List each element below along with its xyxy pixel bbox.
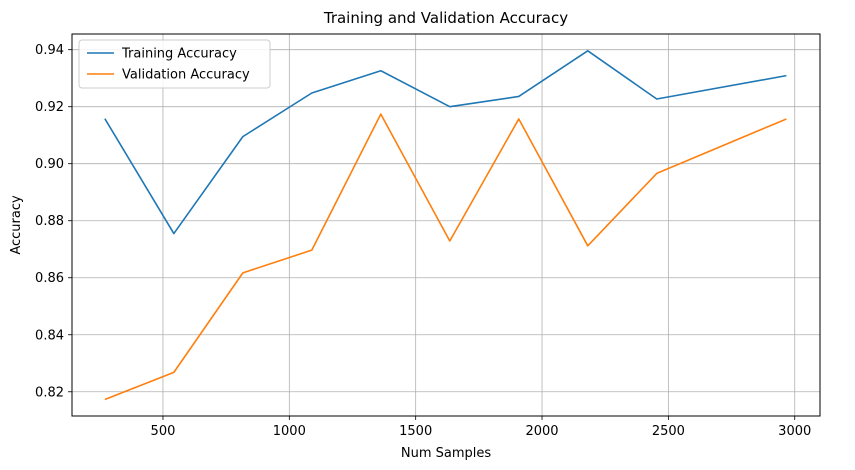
y-tick-label: 0.92 — [35, 100, 64, 115]
grid — [72, 34, 820, 416]
x-tick-label: 1500 — [399, 424, 432, 439]
legend-label: Validation Accuracy — [122, 68, 250, 83]
legend: Training Accuracy Validation Accuracy — [78, 39, 271, 89]
y-tick-label: 0.84 — [35, 328, 64, 343]
series — [104, 50, 787, 401]
x-tick-label: 2000 — [525, 424, 558, 439]
series-line-validation — [104, 113, 787, 401]
series-line-training — [104, 50, 787, 235]
x-tick-label: 2500 — [652, 424, 685, 439]
y-tick-label: 0.86 — [35, 271, 64, 286]
y-tick-label: 0.88 — [35, 214, 64, 229]
y-tick-label: 0.90 — [35, 157, 64, 172]
x-tick-label: 3000 — [778, 424, 811, 439]
y-tick-label: 0.94 — [35, 43, 64, 58]
legend-label: Training Accuracy — [121, 47, 237, 62]
x-tick-label: 500 — [151, 424, 176, 439]
axes: 500 1000 1500 2000 2500 3000 0.82 0.84 0.86 0.88 0… — [35, 43, 811, 439]
y-axis-title: Accuracy — [9, 195, 24, 255]
plot-frame — [71, 33, 821, 417]
x-tick-label: 1000 — [273, 424, 306, 439]
legend-box — [78, 39, 271, 89]
y-tick-label: 0.82 — [35, 385, 64, 400]
chart-title: Training and Validation Accuracy — [323, 9, 568, 27]
x-axis-title: Num Samples — [401, 446, 492, 461]
